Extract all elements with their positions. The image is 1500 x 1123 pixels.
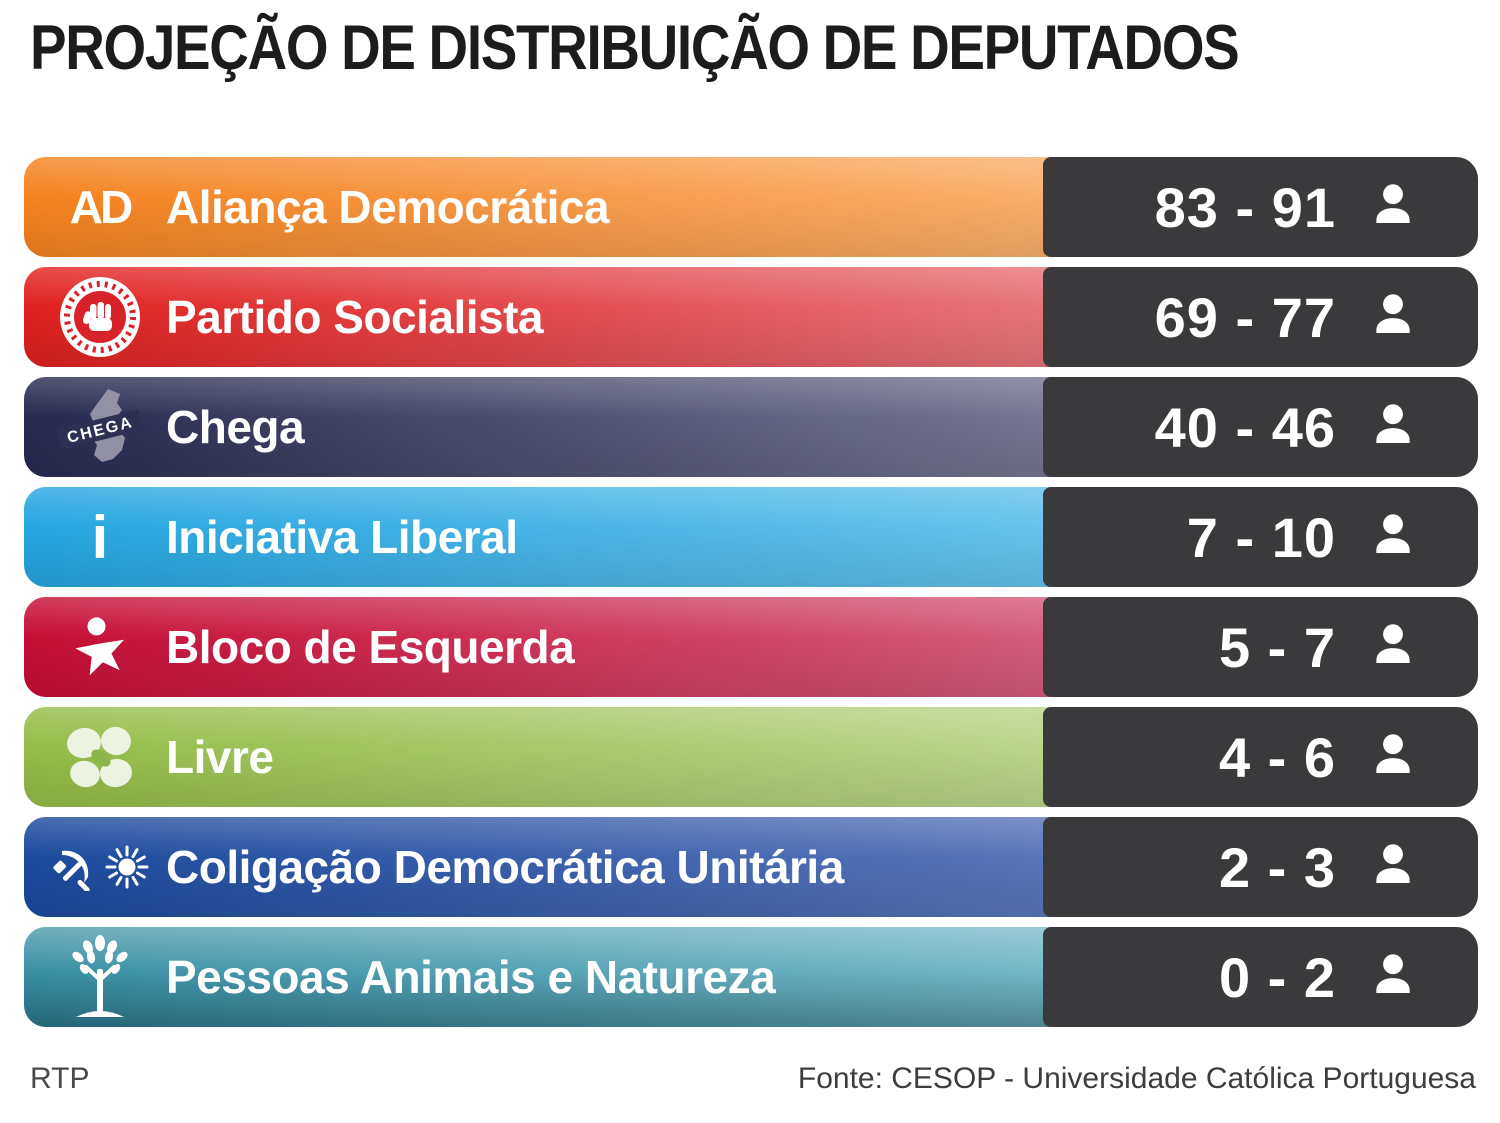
row-content: Partido Socialista 69 - 77 [24,267,1478,367]
row-alianca-democratica: AD Aliança Democrática 83 - 91 [24,157,1478,257]
party-name: Livre [166,731,274,783]
party-name: Coligação Democrática Unitária [166,841,844,893]
person-icon [1366,508,1420,567]
row-bloco-de-esquerda: Bloco de Esquerda 5 - 7 [24,597,1478,697]
party-name: Chega [166,401,305,453]
seat-range: 7 - 10 [1186,505,1336,569]
row-chega: CHEGA Chega 40 - 46 [24,377,1478,477]
party-name: Partido Socialista [166,291,544,343]
seat-range: 2 - 3 [1218,835,1336,899]
livre-flower-icon [44,717,156,797]
row-content: Pessoas Animais e Natureza 0 - 2 [24,927,1478,1027]
seat-range-box: 5 - 7 [1043,597,1478,697]
row-iniciativa-liberal: i Iniciativa Liberal 7 - 10 [24,487,1478,587]
chega-map-icon: CHEGA [44,383,156,471]
person-icon [1366,838,1420,897]
be-star-figure-icon [44,612,156,682]
page-title-text: PROJEÇÃO DE DISTRIBUIÇÃO DE DEPUTADOS [30,13,1240,83]
seat-range-box: 40 - 46 [1043,377,1478,477]
party-rows: AD Aliança Democrática 83 - 91 [24,157,1478,1037]
row-content: Livre 4 - 6 [24,707,1478,807]
party-name: Bloco de Esquerda [166,621,575,673]
seat-range: 40 - 46 [1154,395,1336,459]
row-cdu: Coligação Democrática Unitária 2 - 3 [24,817,1478,917]
source-text: Fonte: CESOP - Universidade Católica Por… [797,1062,1476,1095]
party-name: Aliança Democrática [166,181,610,233]
cdu-hammer-sickle-icon [50,843,98,891]
seat-range-box: 83 - 91 [1043,157,1478,257]
row-livre: Livre 4 - 6 [24,707,1478,807]
cdu-sunflower-icon [104,844,150,890]
person-icon [1366,948,1420,1007]
ps-fist-emblem-icon [44,275,156,359]
ad-logo-text: AD [69,181,133,233]
seat-range: 69 - 77 [1154,285,1336,349]
person-icon [1366,618,1420,677]
footer: RTP Fonte: CESOP - Universidade Católica… [30,1062,1476,1096]
seat-range-box: 4 - 6 [1043,707,1478,807]
il-logo-text: i [91,503,109,571]
ad-logo-icon: AD [44,180,156,234]
person-icon [1366,288,1420,347]
row-content: AD Aliança Democrática 83 - 91 [24,157,1478,257]
seat-range-box: 69 - 77 [1043,267,1478,367]
seat-range: 83 - 91 [1154,175,1336,239]
seat-range: 0 - 2 [1218,945,1336,1009]
il-letter-icon: i [44,503,156,572]
row-content: Bloco de Esquerda 5 - 7 [24,597,1478,697]
cdu-logo [44,843,156,891]
party-name: Pessoas Animais e Natureza [166,951,776,1003]
person-icon [1366,728,1420,787]
row-content: i Iniciativa Liberal 7 - 10 [24,487,1478,587]
page-title: PROJEÇÃO DE DISTRIBUIÇÃO DE DEPUTADOS [30,12,1419,84]
row-partido-socialista: Partido Socialista 69 - 77 [24,267,1478,367]
seat-range-box: 0 - 2 [1043,927,1478,1027]
pan-tree-icon [44,931,156,1023]
party-name: Iniciativa Liberal [166,511,518,563]
person-icon [1366,398,1420,457]
row-content: Coligação Democrática Unitária 2 - 3 [24,817,1478,917]
seat-range: 4 - 6 [1218,725,1336,789]
row-pan: Pessoas Animais e Natureza 0 - 2 [24,927,1478,1027]
person-icon [1366,178,1420,237]
row-content: CHEGA Chega 40 - 46 [24,377,1478,477]
seat-range-box: 7 - 10 [1043,487,1478,587]
seat-range: 5 - 7 [1218,615,1336,679]
seat-range-box: 2 - 3 [1043,817,1478,917]
rtp-attribution: RTP [30,1062,90,1095]
